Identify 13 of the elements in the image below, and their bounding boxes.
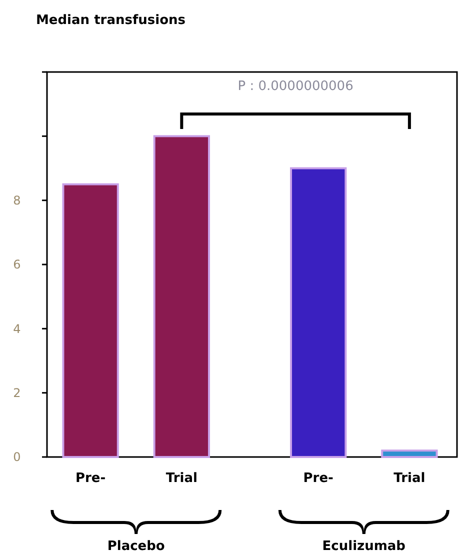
x-tick-label: Pre- (75, 471, 106, 486)
y-tick-label: 2 (13, 386, 21, 400)
y-tick-label: 4 (13, 322, 21, 336)
y-tick-label: 8 (13, 194, 21, 208)
annotation: P : 0.0000000006 (238, 79, 354, 94)
x-tick-label: Pre- (303, 471, 334, 486)
y-tick-label: 0 (13, 450, 21, 464)
text: Placebo (107, 539, 165, 554)
chart-title: Median transfusions (36, 13, 186, 28)
x-tick-label: Trial (394, 471, 426, 486)
y-tick-label: 6 (13, 258, 21, 272)
x-tick-label: Trial (166, 471, 198, 486)
text: Eculizumab (322, 539, 406, 554)
